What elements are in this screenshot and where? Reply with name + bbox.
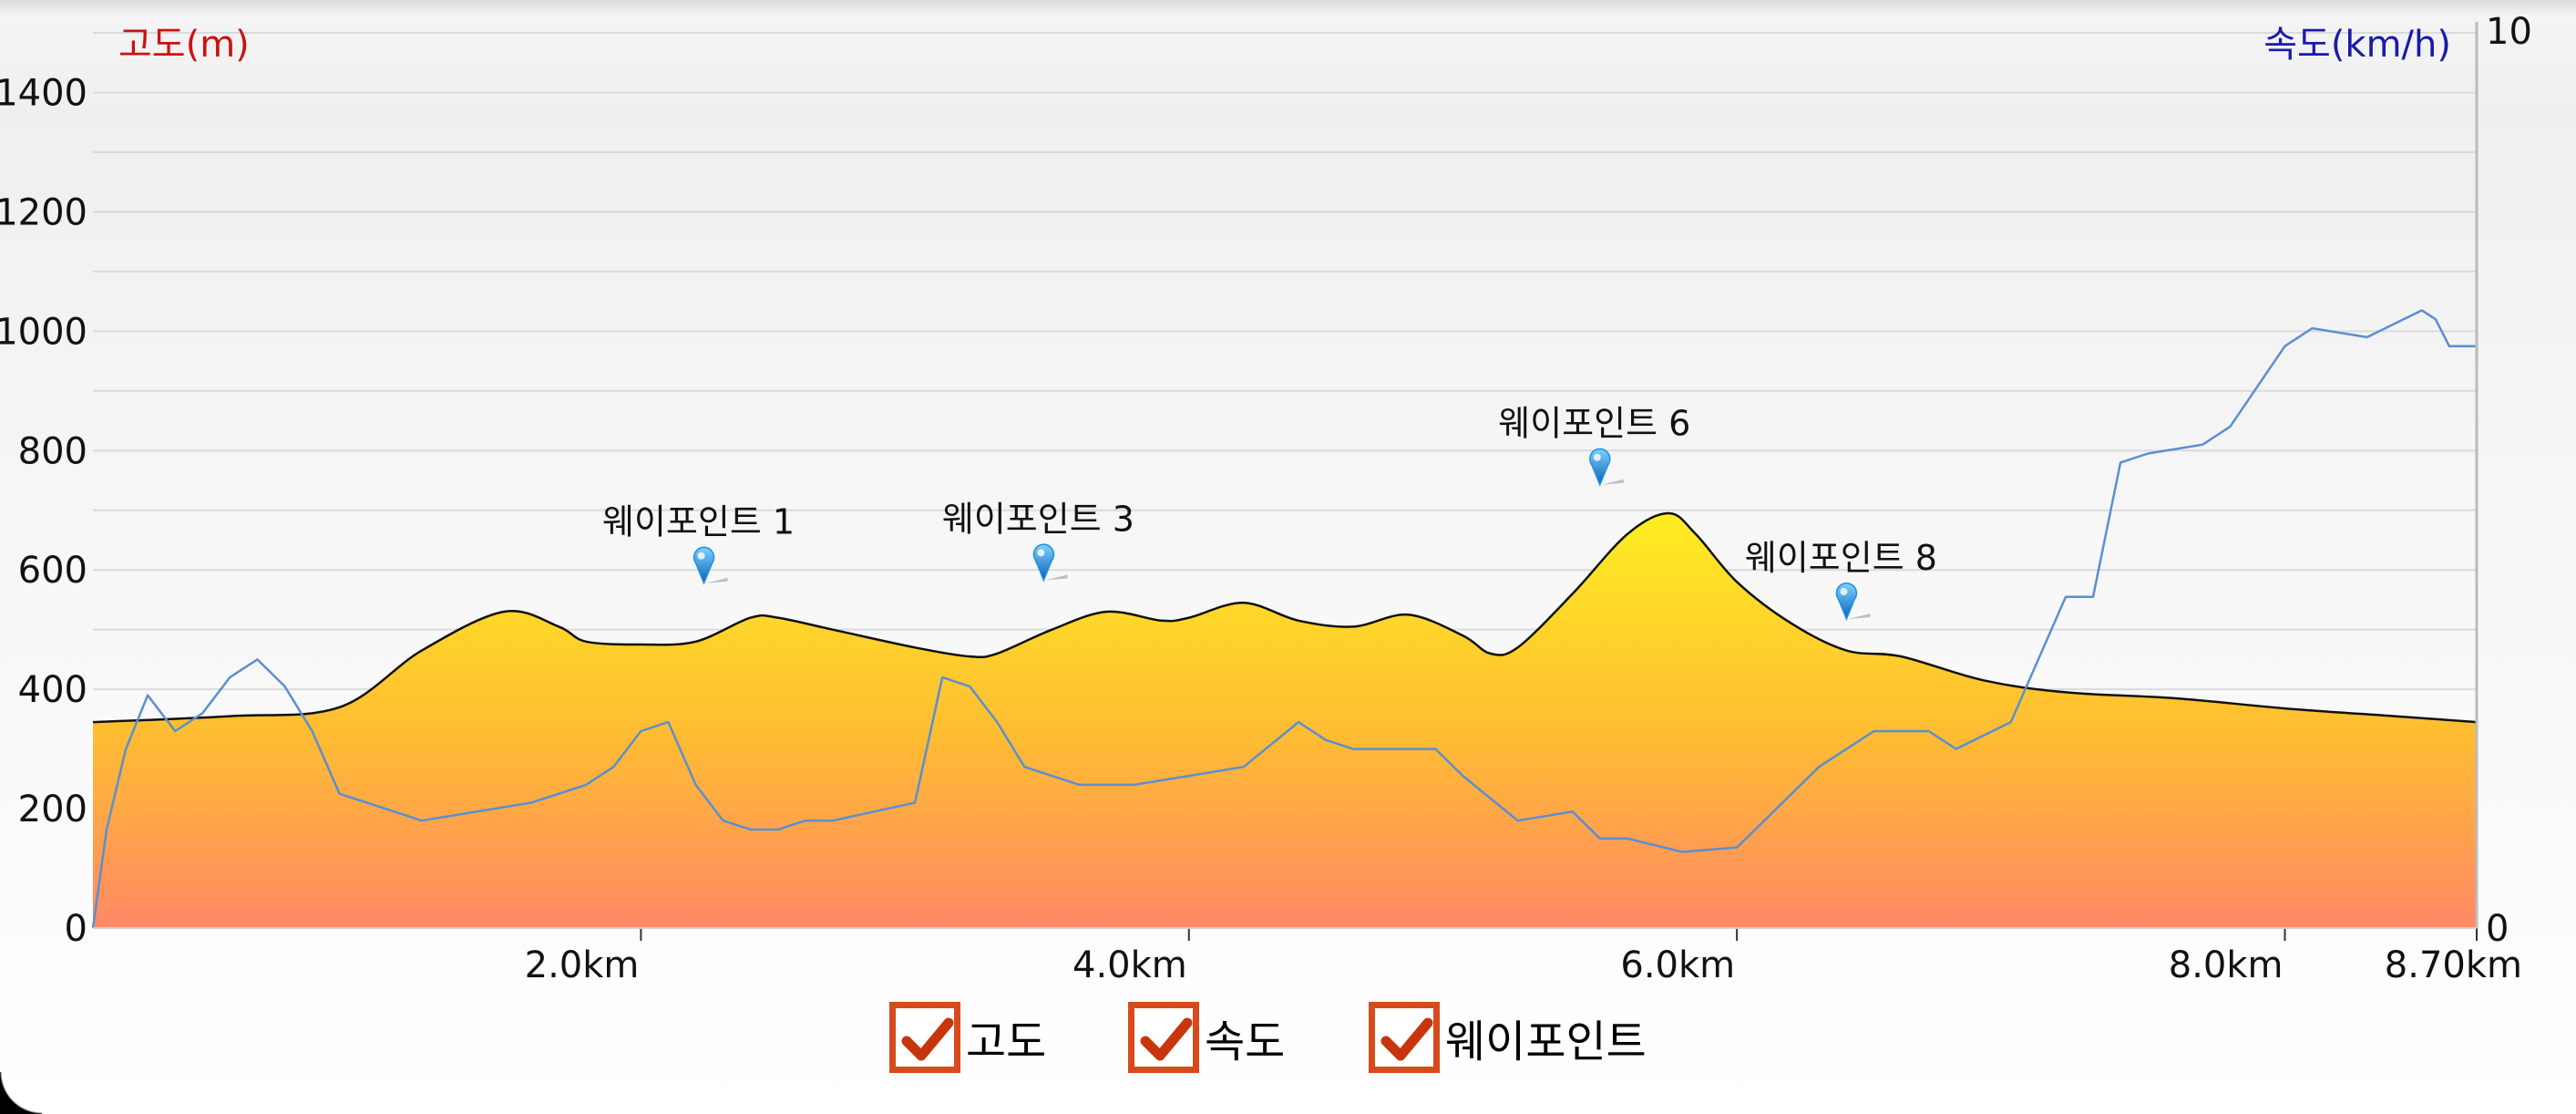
elevation-area bbox=[93, 513, 2477, 928]
waypoint-pin-highlight bbox=[1037, 549, 1045, 557]
axes: 0 200 400 600 800 1000 1200 1400 0 10 2.0km 4.0km 6.… bbox=[0, 11, 2532, 986]
left-tick-label: 1400 bbox=[0, 72, 87, 114]
waypoint-label: 웨이포인트 3 bbox=[942, 499, 1134, 539]
legend-toggle-waypoints[interactable]: 웨이포인트 bbox=[1369, 994, 1647, 1081]
checkmark-icon bbox=[1140, 1017, 1193, 1061]
window-corner bbox=[0, 1072, 42, 1114]
waypoint-pin-icon bbox=[1589, 448, 1611, 487]
waypoint-pin-highlight bbox=[697, 552, 705, 560]
legend-toggle-elevation[interactable]: 고도 bbox=[889, 994, 1046, 1081]
left-tick-label: 800 bbox=[18, 430, 87, 472]
x-tick-label: 6.0km bbox=[1620, 944, 1735, 986]
legend-label-elevation: 고도 bbox=[966, 1016, 1047, 1068]
left-tick-label: 400 bbox=[18, 669, 87, 711]
legend: 고도 속도 웨이포인트 bbox=[0, 994, 2576, 1081]
left-tick-label: 600 bbox=[18, 550, 87, 592]
waypoint-shadow bbox=[705, 577, 728, 583]
waypoint-pin-highlight bbox=[1840, 588, 1848, 596]
legend-label-waypoints: 웨이포인트 bbox=[1445, 1016, 1647, 1068]
waypoint-shadow bbox=[1045, 574, 1068, 581]
x-tick-label: 4.0km bbox=[1072, 944, 1187, 986]
x-tick-label: 8.70km bbox=[2385, 944, 2522, 986]
speed-series bbox=[91, 309, 2477, 929]
legend-label-speed: 속도 bbox=[1205, 1016, 1286, 1068]
right-tick-label: 0 bbox=[2486, 908, 2509, 950]
waypoint-label: 웨이포인트 6 bbox=[1498, 404, 1690, 444]
waypoint-shadow bbox=[1848, 614, 1871, 620]
waypoint-pin-icon bbox=[693, 546, 715, 585]
left-tick-label: 1200 bbox=[0, 191, 87, 233]
x-tick-label: 8.0km bbox=[2169, 944, 2284, 986]
waypoint-marker: 웨이포인트 6 bbox=[1498, 404, 1690, 487]
left-tick-label: 1000 bbox=[0, 311, 87, 353]
waypoints-checkbox[interactable] bbox=[1369, 1002, 1440, 1073]
waypoint-pin-icon bbox=[1032, 543, 1055, 583]
waypoint-shadow bbox=[1601, 479, 1624, 485]
checkmark-icon bbox=[1380, 1017, 1433, 1061]
left-tick-label: 0 bbox=[65, 908, 87, 950]
waypoint-marker: 웨이포인트 8 bbox=[1745, 538, 1937, 622]
waypoint-label: 웨이포인트 8 bbox=[1745, 538, 1937, 578]
waypoint-marker: 웨이포인트 1 bbox=[602, 502, 795, 585]
waypoint-marker: 웨이포인트 3 bbox=[942, 499, 1134, 583]
waypoint-pin-icon bbox=[1835, 582, 1858, 622]
elevation-checkbox[interactable] bbox=[889, 1002, 960, 1073]
right-axis-label: 속도(km/h) bbox=[2263, 24, 2451, 66]
waypoint-pin-highlight bbox=[1593, 453, 1601, 461]
elevation-speed-chart: 0 200 400 600 800 1000 1200 1400 0 10 2.0km 4.0km 6.… bbox=[0, 11, 2532, 986]
waypoints: 웨이포인트 1 웨이포인트 3 웨이포인트 6 웨이포인트 8 bbox=[602, 404, 1937, 622]
left-axis-label: 고도(m) bbox=[118, 24, 250, 66]
checkmark-icon bbox=[901, 1017, 954, 1061]
speed-checkbox[interactable] bbox=[1128, 1002, 1199, 1073]
waypoint-label: 웨이포인트 1 bbox=[602, 502, 795, 542]
legend-toggle-speed[interactable]: 속도 bbox=[1128, 994, 1285, 1081]
speed-line bbox=[91, 309, 2477, 929]
elevation-series bbox=[92, 511, 2478, 928]
right-tick-label: 10 bbox=[2486, 11, 2532, 53]
x-tick-label: 2.0km bbox=[525, 944, 640, 986]
elevation-line bbox=[92, 511, 2478, 724]
left-tick-label: 200 bbox=[18, 789, 87, 830]
